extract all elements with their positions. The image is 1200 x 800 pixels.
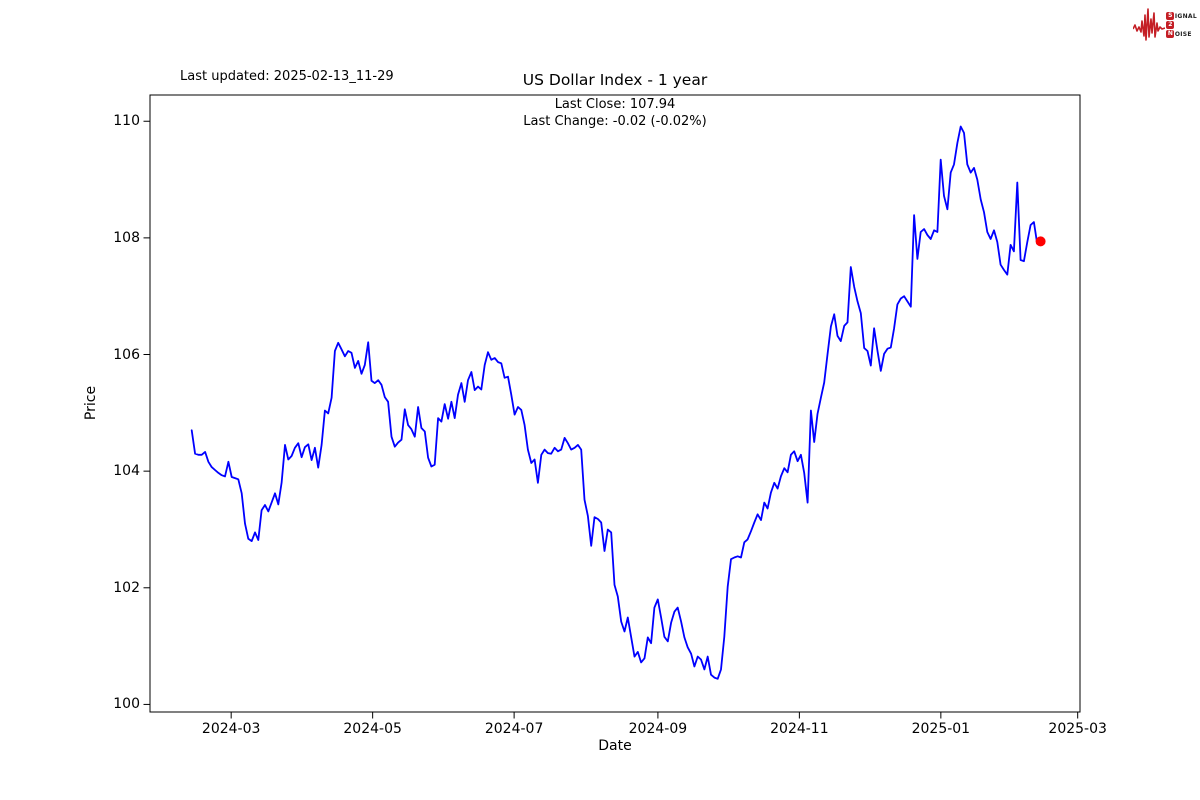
last-updated-text: Last updated: 2025-02-13_11-29	[180, 69, 394, 84]
chart-title: US Dollar Index - 1 year	[522, 71, 708, 89]
x-tick-label: 2025-03	[1048, 721, 1107, 737]
y-tick-label: 106	[113, 346, 140, 363]
x-tick-label: 2024-11	[770, 721, 829, 737]
last-change-subtitle: Last Change: -0.02 (-0.02%)	[523, 114, 707, 129]
logo-row-noise: N OISE	[1166, 30, 1197, 38]
axis-tick-marks	[143, 120, 1079, 719]
y-tick-label: 102	[113, 579, 140, 596]
plot-area-border	[149, 94, 1081, 713]
logo-row-signal: S IGNAL	[1166, 12, 1197, 20]
x-tick-label: 2025-01	[911, 721, 971, 737]
last-close-marker-dot	[1035, 236, 1046, 247]
y-axis-label: Price	[83, 385, 99, 421]
last-close-subtitle: Last Close: 107.94	[554, 97, 676, 112]
logo-text-ignal: IGNAL	[1174, 12, 1197, 20]
x-tick-label: 2024-09	[628, 721, 688, 737]
logo-letter-n: N	[1166, 30, 1175, 38]
logo-text: S IGNAL 2 N OISE	[1166, 12, 1197, 38]
signal2noise-logo: S IGNAL 2 N OISE	[1133, 5, 1197, 45]
y-tick-label: 108	[113, 229, 140, 246]
x-axis-label: Date	[598, 738, 632, 754]
waveform-icon	[1133, 8, 1166, 41]
logo-text-oise: OISE	[1174, 30, 1192, 38]
logo-letter-2: 2	[1166, 21, 1175, 29]
y-tick-label: 100	[113, 696, 140, 713]
logo-letter-s: S	[1166, 12, 1175, 20]
y-tick-label: 104	[113, 463, 140, 480]
y-tick-label: 110	[113, 113, 140, 130]
price-line-series	[190, 125, 1042, 680]
x-tick-label: 2024-05	[343, 721, 402, 737]
x-tick-label: 2024-07	[484, 721, 544, 737]
logo-row-2: 2	[1166, 21, 1197, 29]
x-tick-label: 2024-03	[201, 721, 261, 737]
